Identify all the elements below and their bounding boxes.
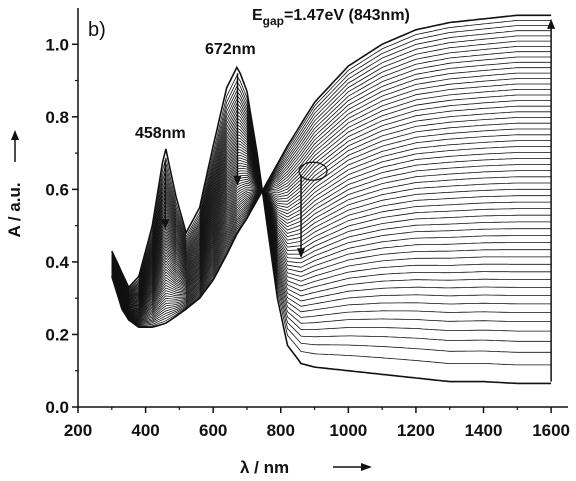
spectrum-line [111,85,552,342]
spectrum-line [111,100,552,316]
egap-label: Egap=1.47eV (843nm) [252,7,410,28]
spectrum-line [111,117,552,298]
y-axis-label: A / a.u. [5,182,24,237]
spectrum-line [111,94,552,317]
spectrum-line [111,14,552,328]
spectrum-line [111,149,552,304]
spectrum-line [111,127,552,300]
x-tick-label: 200 [64,421,92,440]
spectrum-line [111,65,552,385]
spectrum-line [111,157,552,306]
spectrum-line [111,74,552,366]
y-tick-label: 0.8 [45,108,69,127]
x-tick-label: 600 [199,421,227,440]
x-axis-title: λ / nm [240,458,372,477]
spectrum-line [111,35,552,325]
spectrum-line [111,90,552,332]
spectrum-line [111,61,552,322]
peak-label-458: 458nm [135,125,186,142]
x-tick-label: 1400 [465,421,503,440]
egap-value: =1.47eV (843nm) [284,7,410,24]
spectrum-line [111,140,552,311]
spectrum-line [111,40,552,325]
trend-arrows [161,18,556,382]
trend-arrow-head [547,18,556,29]
spectrum-line [111,89,552,318]
spectrum-line [111,111,552,315]
x-axis-title-arrow-head [361,463,372,471]
egap-prefix: E [252,7,263,24]
spectrum-line [111,56,552,322]
spectrum-line [111,110,552,302]
spectrum-line [111,164,552,308]
spectrum-line [111,143,552,303]
y-tick-label: 0.6 [45,180,69,199]
spectrum-line [111,146,552,310]
spectrum-line [111,137,552,302]
spectrum-line [111,20,552,327]
spectrum-line [111,72,552,320]
y-axis-title-arrow-head [11,130,19,140]
x-ticks: 200 400 600 800 1000 1200 1400 1600 [64,407,570,440]
spectrum-line [111,162,552,307]
y-tick-label: 1.0 [45,35,69,54]
spectrum-line [111,146,552,304]
x-axis-label: λ / nm [240,458,289,477]
x-tick-label: 1600 [532,421,570,440]
egap-subscript: gap [263,14,284,28]
trend-arrow-head [161,219,170,230]
spectrum-line [111,152,552,309]
spectrum-line [111,78,552,319]
spectrum-line [111,113,552,298]
spectrum-line [111,158,552,308]
trend-arrow-head [233,175,242,186]
spectrum-line [111,46,552,324]
spectrum-line [111,117,552,314]
spectrum-line [111,152,552,305]
x-tick-label: 1200 [397,421,435,440]
axes: 200 400 600 800 1000 1200 1400 1600 0.00.20.40.… [45,8,570,440]
spectrum-line [111,67,552,321]
spectrum-line [111,154,552,305]
spectrum-line [111,134,552,312]
panel-label: b) [88,19,106,41]
spectrum-line [111,160,552,307]
y-tick-label: 0.2 [45,325,69,344]
spectrum-line [111,130,552,301]
x-tick-label: 800 [267,421,295,440]
spectrum-line [111,80,552,353]
y-tick-label: 0.4 [45,253,69,272]
spectrum-line [111,124,552,300]
spectrum-line [111,94,552,324]
y-axis-title: A / a.u. [5,130,24,238]
spectrum-line [111,51,552,323]
spectrum-line [111,122,552,313]
isosbestic-marker [298,161,328,181]
spectrum-line [111,83,552,319]
y-ticks: 0.0 0.2 0.4 0.6 0.8 1.0 [45,35,78,417]
peak-label-672: 672nm [205,41,256,58]
spectrum-line [111,106,552,307]
spectrum-line [111,102,552,313]
spectrum-line [111,30,552,326]
spectrum-line [111,105,552,316]
trend-arrow-head [297,248,306,259]
spectrum-line [111,25,552,327]
spectrum-line [111,133,552,301]
spectrum-line [111,120,552,299]
x-tick-label: 1000 [329,421,367,440]
y-tick-label: 0.0 [45,398,69,417]
spectrum-line [111,128,552,312]
spectrum-line [111,98,552,318]
spectrum-line [111,140,552,303]
x-tick-label: 400 [131,421,159,440]
spectra-series-group [111,14,552,385]
